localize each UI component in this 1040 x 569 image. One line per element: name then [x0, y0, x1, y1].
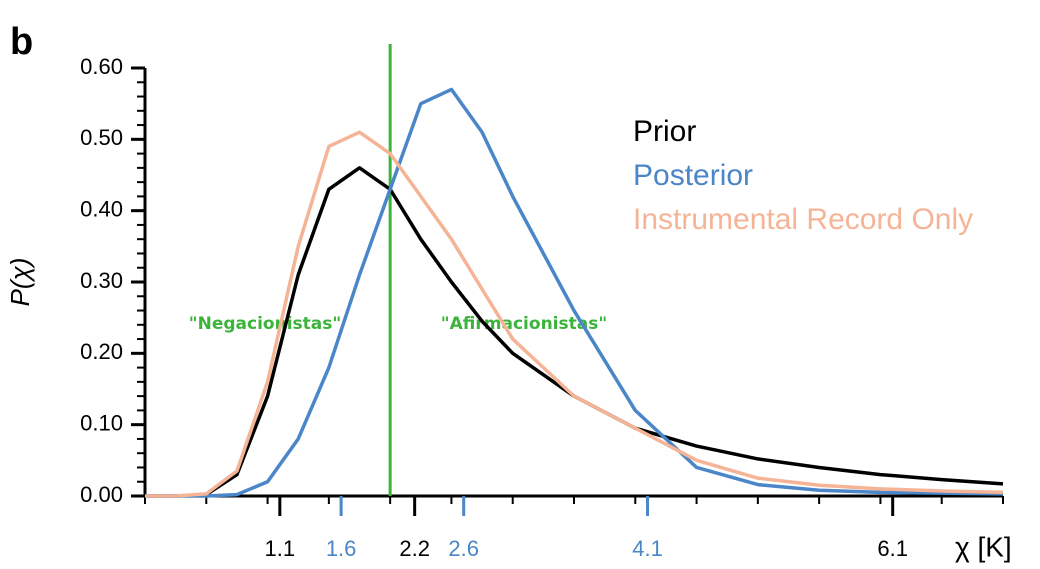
x-tick-label: 6.1: [877, 536, 908, 561]
series-line: [145, 130, 1004, 498]
annotation: "Negacionistas": [189, 314, 341, 334]
y-tick-label: 0.40: [80, 196, 123, 221]
y-axis-label: P(χ): [5, 258, 35, 307]
series-line: [145, 87, 1004, 498]
x-tick-label: 2.2: [399, 536, 430, 561]
y-tick-label: 0.60: [80, 54, 123, 79]
y-tick-label: 0.20: [80, 339, 123, 364]
x-tick-label: 4.1: [632, 536, 663, 561]
panel-label: b: [10, 21, 33, 63]
legend-entry: Prior: [633, 115, 696, 148]
x-tick-label: 1.1: [265, 536, 296, 561]
x-tick-label: 2.6: [448, 536, 479, 561]
y-tick-label: 0.30: [80, 268, 123, 293]
x-axis-label: χ [K]: [955, 531, 1012, 562]
legend-entry: Instrumental Record Only: [633, 203, 973, 236]
legend-entry: Posterior: [633, 159, 753, 192]
series-line: [145, 166, 1004, 498]
y-tick-label: 0.50: [80, 125, 123, 150]
y-tick-label: 0.00: [80, 482, 123, 507]
x-tick-label: 1.6: [326, 536, 357, 561]
y-tick-label: 0.10: [80, 410, 123, 435]
